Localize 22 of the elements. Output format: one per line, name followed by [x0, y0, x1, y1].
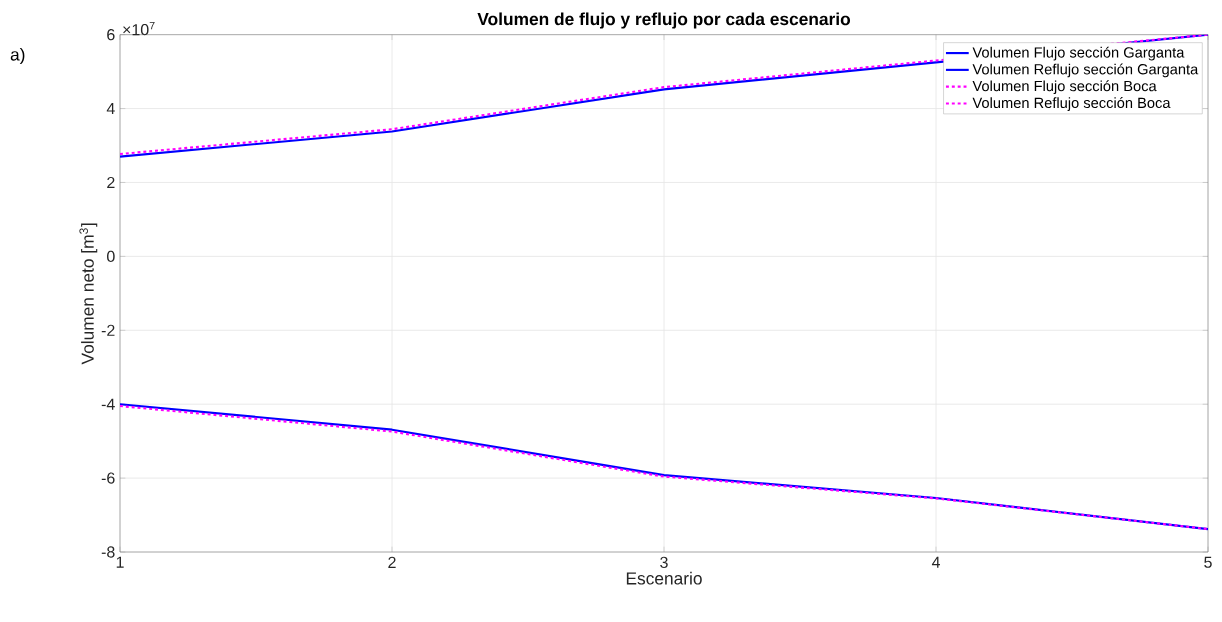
x-axis-title: Escenario [626, 571, 702, 585]
y-tick-label: -8 [101, 546, 115, 558]
legend-label: Volumen Flujo sección Garganta [972, 46, 1185, 61]
y-tick-label: -2 [101, 324, 115, 336]
y-tick-label: 2 [107, 176, 115, 189]
x-tick-label: 1 [116, 556, 124, 568]
legend-label: Volumen Flujo sección Boca [972, 80, 1157, 95]
x-tick-label: 2 [388, 556, 396, 568]
y-tick-label: -4 [101, 398, 115, 410]
y-tick-label: 6 [107, 29, 115, 41]
legend-label: Volumen Reflujo sección Garganta [972, 63, 1199, 78]
x-tick-label: 4 [931, 556, 940, 568]
x-tick-label: 5 [1204, 556, 1212, 568]
legend-label: Volumen Reflujo sección Boca [972, 97, 1171, 111]
chart-title: Volumen de flujo y reflujo por cada escenario [477, 12, 851, 29]
y-tick-label: -6 [101, 472, 115, 484]
x-tick-label: 3 [660, 556, 668, 569]
y-tick-label: 0 [107, 250, 115, 263]
text: a) [10, 47, 25, 65]
y-tick-label: 4 [106, 103, 115, 115]
y-axis-title: Volumen neto [m$^{3}$] [79, 223, 98, 365]
annotation: ×10$^{7}$ [123, 21, 155, 36]
